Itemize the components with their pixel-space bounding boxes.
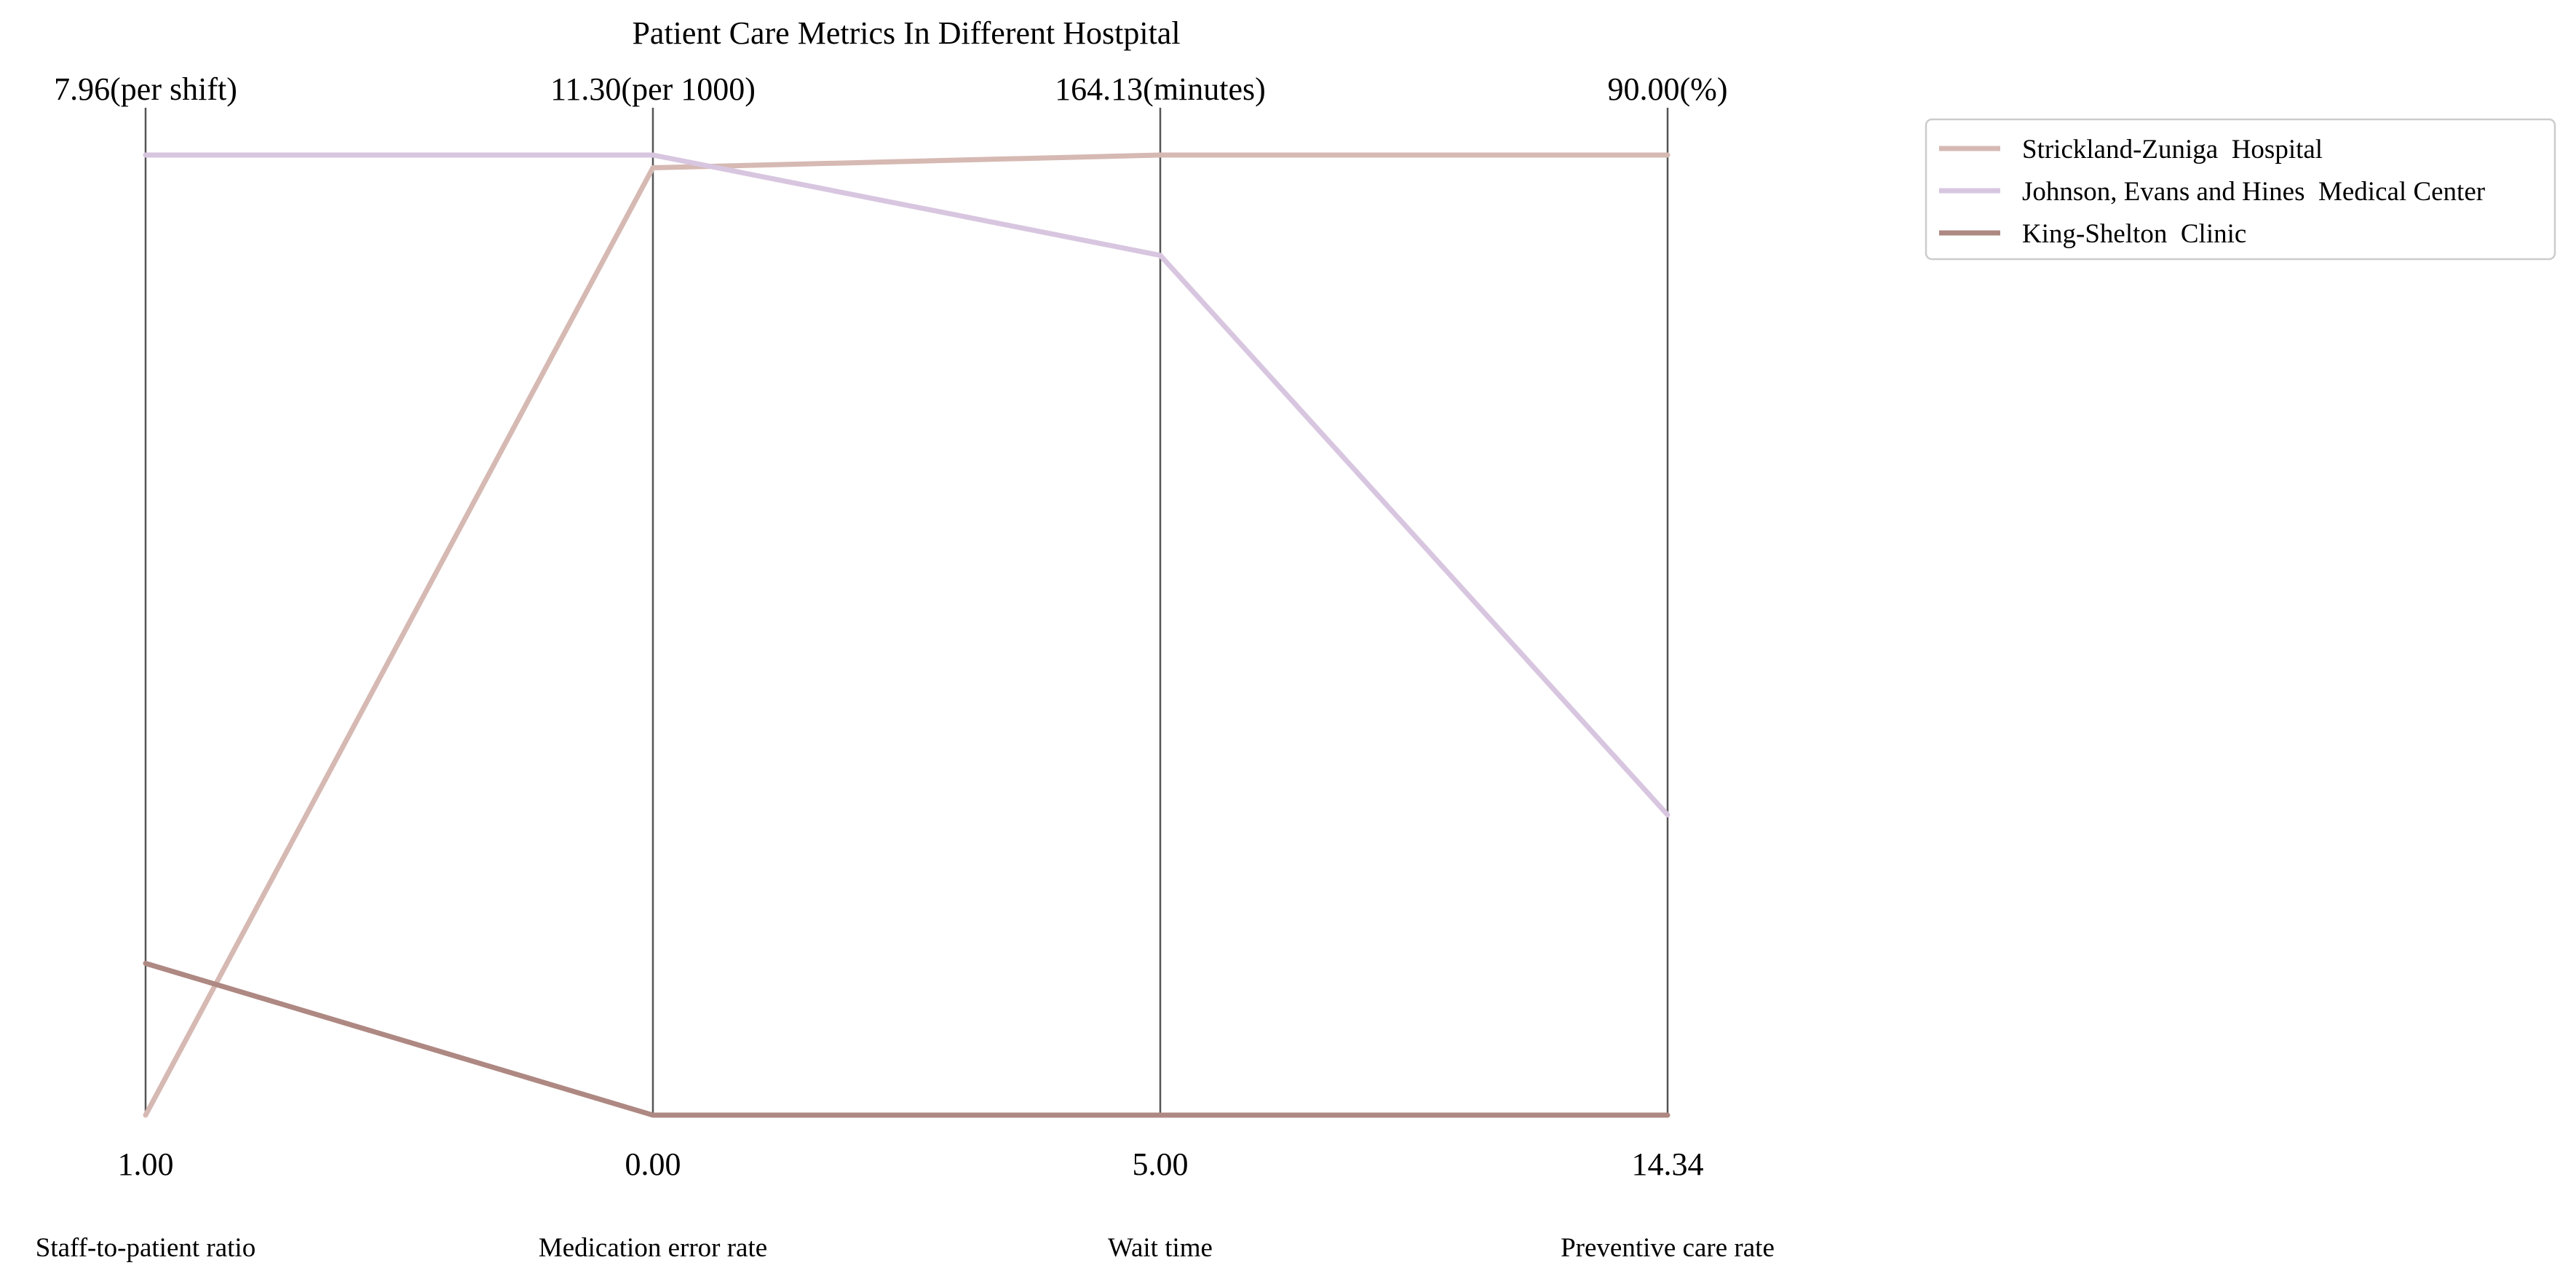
axis-min-label-medication-error-rate: 0.00 bbox=[625, 1146, 681, 1182]
legend-items: Strickland-Zuniga Hospital Johnson, Evans… bbox=[1939, 135, 2485, 249]
legend: Strickland-Zuniga Hospital Johnson, Evans… bbox=[1925, 118, 2556, 261]
axis-max-label-preventive-care-rate: 90.00(%) bbox=[1608, 71, 1728, 107]
axis-name-wait-time: Wait time bbox=[1108, 1233, 1213, 1263]
axis-name-preventive-care-rate: Preventive care rate bbox=[1561, 1233, 1775, 1263]
series-layer bbox=[143, 152, 1671, 1118]
series-line-strickland-zuniga-hospital bbox=[143, 152, 1671, 1118]
legend-label-king-shelton-clinic: King-Shelton Clinic bbox=[2022, 219, 2246, 249]
axis-max-label-medication-error-rate: 11.30(per 1000) bbox=[550, 71, 756, 107]
axis-min-label-preventive-care-rate: 14.34 bbox=[1632, 1146, 1704, 1182]
legend-label-strickland-zuniga-hospital: Strickland-Zuniga Hospital bbox=[2022, 135, 2323, 165]
axes-layer: 7.96(per shift) 1.00 Staff-to-patient rati… bbox=[36, 71, 1775, 1263]
axis-min-label-staff-to-patient-ratio: 1.00 bbox=[118, 1146, 174, 1182]
axis-name-medication-error-rate: Medication error rate bbox=[539, 1233, 767, 1263]
axis-min-label-wait-time: 5.00 bbox=[1133, 1146, 1189, 1182]
axis-name-staff-to-patient-ratio: Staff-to-patient ratio bbox=[36, 1233, 255, 1263]
series-line-johnson-evans-and-hines-medical-center bbox=[143, 152, 1671, 817]
axis-max-label-staff-to-patient-ratio: 7.96(per shift) bbox=[54, 71, 237, 107]
series-line-king-shelton-clinic bbox=[143, 961, 1671, 1118]
axis-max-label-wait-time: 164.13(minutes) bbox=[1055, 71, 1266, 107]
legend-label-johnson-evans-and-hines-medical-center: Johnson, Evans and Hines Medical Center bbox=[2022, 177, 2485, 207]
legend-box bbox=[1925, 118, 2556, 261]
chart-title: Patient Care Metrics In Different Hostpi… bbox=[632, 15, 1180, 51]
